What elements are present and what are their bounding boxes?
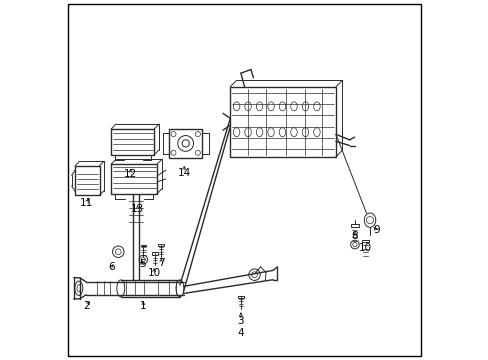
Polygon shape — [158, 244, 164, 246]
Text: 5: 5 — [139, 259, 145, 269]
Text: 13: 13 — [131, 204, 144, 214]
Text: 10: 10 — [358, 243, 371, 253]
Text: 4: 4 — [237, 328, 244, 338]
Text: 1: 1 — [140, 301, 146, 311]
Polygon shape — [351, 225, 358, 227]
Text: 12: 12 — [123, 168, 137, 179]
Text: 14: 14 — [177, 168, 190, 178]
Polygon shape — [238, 296, 244, 298]
Polygon shape — [152, 252, 158, 255]
Text: 9: 9 — [372, 225, 379, 235]
Polygon shape — [362, 239, 368, 242]
Text: 6: 6 — [107, 262, 114, 272]
Text: 2: 2 — [83, 301, 90, 311]
Text: 7: 7 — [158, 258, 164, 268]
Text: 10: 10 — [147, 267, 161, 278]
Text: 8: 8 — [351, 231, 358, 240]
Text: 3: 3 — [237, 316, 244, 325]
Polygon shape — [140, 244, 146, 246]
Text: 11: 11 — [79, 198, 92, 208]
